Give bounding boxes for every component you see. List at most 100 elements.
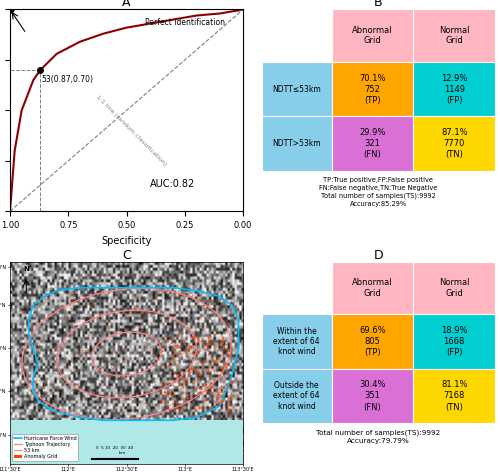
Point	[177, 349, 185, 357]
Point	[184, 386, 192, 394]
Text: AUC:0.82: AUC:0.82	[150, 179, 195, 189]
Point	[89, 314, 97, 322]
Point	[53, 408, 61, 415]
Point	[165, 340, 173, 347]
Point	[38, 297, 46, 305]
Point	[198, 402, 206, 410]
Point	[34, 346, 42, 354]
Point	[23, 316, 31, 324]
Point	[189, 329, 197, 337]
Point	[146, 342, 154, 350]
Point	[166, 401, 174, 409]
Point	[52, 346, 60, 353]
Point	[133, 307, 141, 315]
Point	[126, 295, 134, 303]
Point	[138, 322, 146, 329]
Point	[222, 363, 230, 371]
Point	[219, 344, 227, 352]
Point	[170, 307, 178, 314]
Point	[226, 288, 234, 296]
Point	[68, 294, 76, 301]
Point	[172, 342, 180, 349]
Point	[176, 406, 184, 413]
Point	[192, 327, 200, 335]
Point	[110, 310, 118, 317]
Point	[195, 369, 203, 377]
Point	[102, 381, 110, 389]
Point	[166, 405, 173, 413]
Point	[180, 355, 188, 363]
Point	[222, 374, 230, 382]
Point	[64, 362, 72, 369]
Point	[206, 340, 214, 347]
Point	[208, 326, 216, 334]
Point	[202, 341, 210, 348]
Text: 87.1%
7770
(TN): 87.1% 7770 (TN)	[441, 128, 468, 159]
Point	[110, 347, 118, 355]
Point	[44, 355, 52, 362]
Point	[168, 358, 176, 365]
Text: 0  5 10  20  30  40
           km: 0 5 10 20 30 40 km	[96, 447, 134, 455]
Point	[226, 395, 234, 403]
Point	[205, 347, 213, 354]
Point	[32, 412, 40, 420]
Point	[218, 396, 226, 403]
Point	[88, 336, 96, 343]
Point	[182, 375, 190, 383]
Point	[130, 327, 138, 335]
Point	[206, 404, 214, 412]
Text: 29.9%
321
(FN): 29.9% 321 (FN)	[360, 128, 386, 159]
Point	[184, 345, 192, 352]
Point	[112, 384, 120, 392]
Point	[135, 381, 143, 388]
Point	[78, 346, 86, 354]
Point	[163, 388, 171, 396]
Point	[107, 405, 115, 413]
Point	[162, 380, 170, 388]
Point	[118, 389, 126, 396]
Point	[206, 337, 214, 344]
Point	[202, 316, 209, 324]
Point	[219, 397, 227, 405]
Point	[34, 364, 42, 371]
FancyBboxPatch shape	[414, 9, 495, 62]
Point	[153, 400, 161, 408]
Point	[176, 298, 184, 306]
Point	[38, 385, 46, 392]
Point	[178, 402, 186, 410]
Point	[177, 368, 185, 375]
Point	[226, 376, 234, 384]
Text: Within the
extent of 64
knot wind: Within the extent of 64 knot wind	[274, 326, 320, 356]
Point	[214, 391, 222, 398]
Point	[81, 384, 89, 391]
Point	[192, 385, 200, 392]
Point	[54, 350, 62, 358]
Point	[39, 398, 47, 405]
Point	[177, 342, 185, 350]
Point	[110, 287, 118, 295]
Point	[121, 313, 129, 321]
Point	[146, 343, 154, 350]
Point	[196, 385, 203, 392]
Text: 1:1 line (random classification): 1:1 line (random classification)	[95, 95, 168, 166]
Point	[80, 327, 88, 334]
Point	[220, 387, 228, 395]
Point	[195, 368, 203, 376]
Point	[40, 298, 48, 305]
Point	[82, 394, 90, 402]
Point	[80, 348, 88, 356]
Point	[217, 383, 225, 390]
Point	[150, 355, 158, 362]
Point	[182, 323, 190, 331]
Point	[174, 403, 182, 410]
Point	[176, 369, 184, 377]
Point	[174, 331, 182, 339]
Point	[168, 401, 175, 408]
Point	[187, 393, 195, 400]
Point	[227, 402, 235, 409]
Point	[167, 361, 175, 368]
Point	[170, 334, 178, 342]
Point	[204, 333, 212, 341]
Point	[203, 405, 211, 412]
Point	[206, 289, 214, 297]
